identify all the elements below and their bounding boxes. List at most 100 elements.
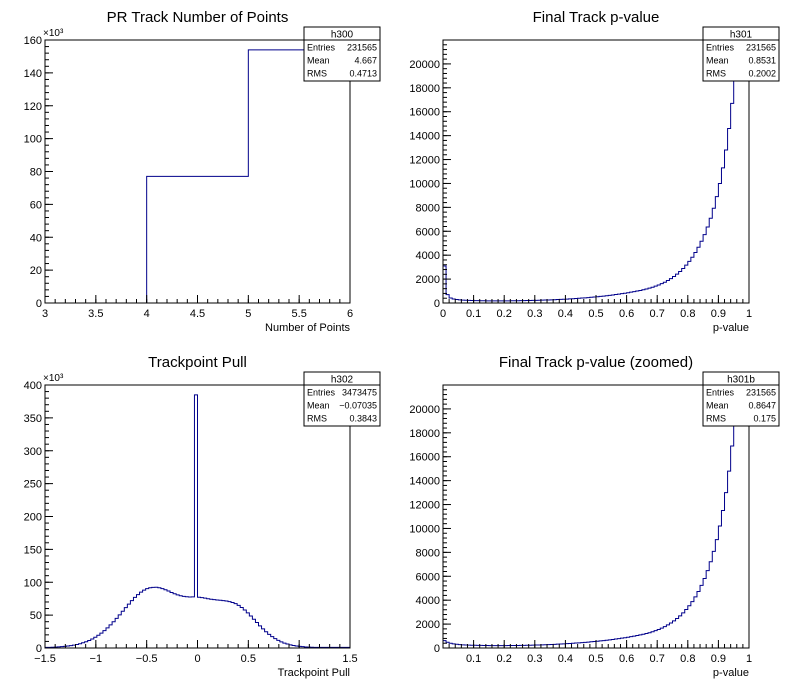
y-tick-label: 4000	[416, 595, 440, 607]
x-tick-label: −0.5	[136, 653, 158, 665]
chart-title: Final Track p-value	[533, 9, 660, 26]
y-tick-label: 4000	[416, 250, 440, 262]
y-tick-label: 12000	[409, 500, 440, 512]
stats-box-frame	[702, 371, 780, 427]
x-tick-label: 0.1	[466, 308, 481, 320]
x-tick-label: 5	[245, 308, 251, 320]
stats-box: h301 Entries 231565 Mean 0.8531 RMS 0.2002	[702, 26, 780, 82]
stats-box: h302 Entries 3473475 Mean −0.07035 RMS 0.3843	[303, 371, 381, 427]
x-tick-label: 0.3	[527, 653, 542, 665]
x-tick-label: 1	[296, 653, 302, 665]
x-tick-label: 0.4	[558, 653, 573, 665]
stats-row-label: Mean	[307, 401, 330, 411]
y-tick-label: 40	[30, 232, 42, 244]
stats-row-value: 231565	[746, 388, 776, 398]
y-tick-label: 20000	[409, 59, 440, 71]
y-tick-label: 6000	[416, 571, 440, 583]
y-multiplier-label: ×10³	[43, 28, 64, 39]
y-tick-label: 300	[24, 446, 42, 458]
stats-histogram-name: h302	[331, 375, 354, 386]
y-tick-label: 20	[30, 265, 42, 277]
y-tick-label: 200	[24, 512, 42, 524]
x-tick-label: 3	[42, 308, 48, 320]
y-tick-label: 100	[24, 134, 42, 146]
x-tick-label: 0.4	[558, 308, 573, 320]
x-axis-title: p-value	[713, 322, 749, 334]
y-multiplier-label: ×10³	[43, 373, 64, 384]
x-tick-label: 0.6	[619, 653, 634, 665]
stats-row-value: 4.667	[354, 56, 377, 66]
y-tick-label: 18000	[409, 83, 440, 95]
y-tick-label: 10000	[409, 523, 440, 535]
x-tick-label: 4	[144, 308, 150, 320]
stats-histogram-name: h300	[331, 30, 354, 41]
y-tick-label: 2000	[416, 274, 440, 286]
x-tick-label: 0.2	[497, 653, 512, 665]
x-tick-label: 0.5	[588, 653, 603, 665]
stats-row-label: Mean	[706, 401, 729, 411]
stats-row-label: Mean	[307, 56, 330, 66]
stats-row-label: Entries	[706, 388, 735, 398]
y-tick-label: 12000	[409, 155, 440, 167]
stats-row-label: RMS	[307, 414, 327, 424]
y-tick-label: 160	[24, 35, 42, 47]
y-tick-label: 400	[24, 380, 42, 392]
x-axis-title: Number of Points	[265, 322, 350, 334]
y-tick-label: 8000	[416, 202, 440, 214]
stats-row-value: 231565	[347, 43, 377, 53]
stats-box-frame	[303, 26, 381, 82]
x-tick-label: 0.7	[650, 653, 665, 665]
y-tick-label: 16000	[409, 452, 440, 464]
y-tick-label: 0	[36, 643, 42, 655]
stats-box-frame	[702, 26, 780, 82]
y-tick-label: 350	[24, 413, 42, 425]
x-tick-label: 5.5	[292, 308, 307, 320]
x-tick-label: 0.5	[588, 308, 603, 320]
chart-title: Final Track p-value (zoomed)	[499, 354, 693, 371]
y-tick-label: 250	[24, 479, 42, 491]
x-tick-label: 0.8	[680, 653, 695, 665]
stats-box-frame	[303, 371, 381, 427]
stats-row-value: 0.2002	[748, 69, 776, 79]
stats-row-value: 0.175	[753, 414, 776, 424]
y-tick-label: 140	[24, 68, 42, 80]
x-axis-title: Trackpoint Pull	[278, 667, 350, 679]
x-tick-label: −1	[90, 653, 103, 665]
y-tick-label: 8000	[416, 547, 440, 559]
stats-row-value: 0.3843	[349, 414, 377, 424]
histogram-series-line	[45, 394, 350, 648]
x-tick-label: 0	[194, 653, 200, 665]
stats-row-label: RMS	[706, 69, 726, 79]
chart-title: Trackpoint Pull	[148, 354, 247, 371]
histogram-panel-3: Final Track p-value (zoomed) 0.1 0.2 0.3 0.4…	[409, 354, 780, 679]
y-tick-label: 14000	[409, 131, 440, 143]
stats-row-value: 0.4713	[349, 69, 377, 79]
stats-row-label: Mean	[706, 56, 729, 66]
x-tick-label: 0	[440, 308, 446, 320]
histogram-panel-1: Final Track p-value 0 0.1 0.2 0.3 0.4 0.5 0.6 0.…	[409, 9, 780, 334]
x-tick-label: 0.7	[650, 308, 665, 320]
x-tick-label: 1	[746, 308, 752, 320]
y-tick-label: 20000	[409, 404, 440, 416]
x-tick-label: 0.6	[619, 308, 634, 320]
y-tick-label: 0	[434, 643, 440, 655]
y-tick-label: 18000	[409, 428, 440, 440]
y-tick-label: 14000	[409, 476, 440, 488]
stats-histogram-name: h301	[730, 30, 753, 41]
stats-row-label: Entries	[307, 43, 336, 53]
stats-row-value: −0.07035	[339, 401, 377, 411]
x-tick-label: 4.5	[190, 308, 205, 320]
x-tick-label: 0.8	[680, 308, 695, 320]
x-tick-label: 0.1	[466, 653, 481, 665]
y-tick-label: 16000	[409, 107, 440, 119]
stats-histogram-name: h301b	[727, 375, 755, 386]
x-tick-label: −1.5	[34, 653, 56, 665]
x-tick-label: 0.5	[241, 653, 256, 665]
stats-box: h301b Entries 231565 Mean 0.8647 RMS 0.175	[702, 371, 780, 427]
x-tick-label: 0.9	[711, 653, 726, 665]
histogram-panel-2: Trackpoint Pull −1.5 −1 −0.5 0 0.5 1 1.5 0 50 100 1…	[24, 354, 381, 679]
y-tick-label: 60	[30, 199, 42, 211]
stats-row-value: 0.8531	[748, 56, 776, 66]
